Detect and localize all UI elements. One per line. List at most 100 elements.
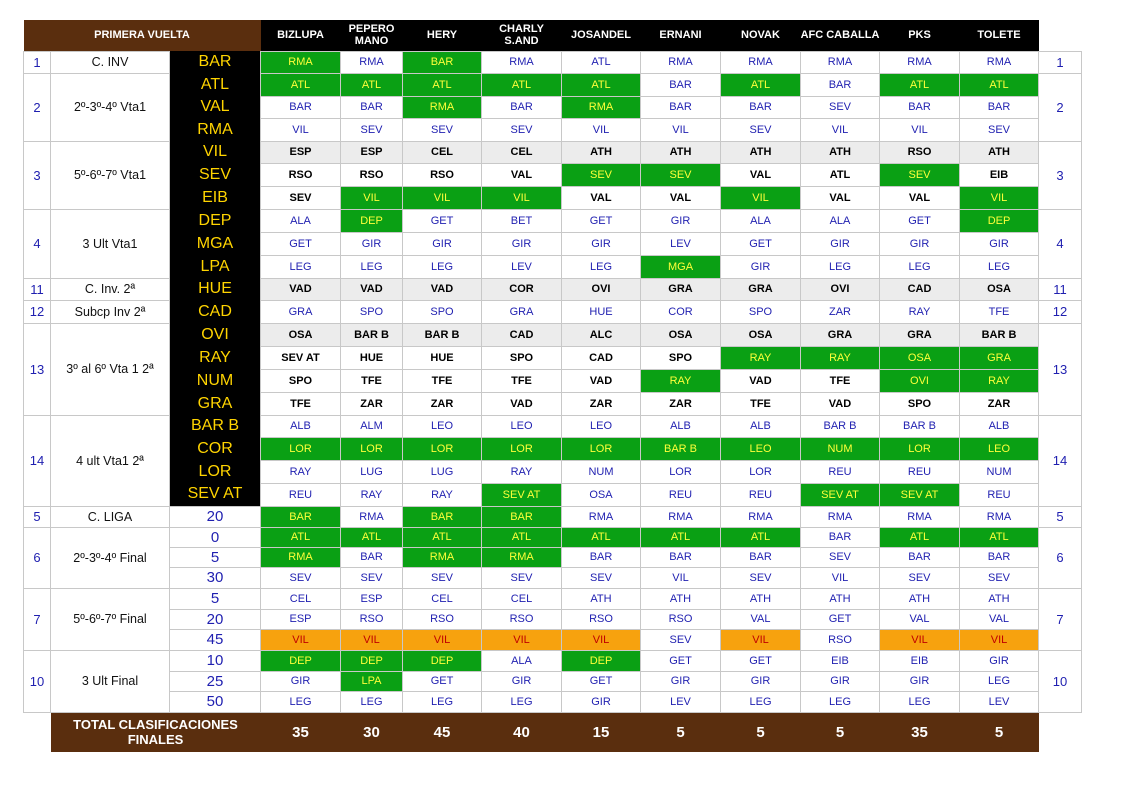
team-code: SEV — [169, 163, 261, 186]
table-row: RMA VIL SEV SEV SEV VIL VIL SEV VIL VIL SEV — [24, 117, 1082, 142]
pick-cell: GET — [720, 231, 801, 256]
pick-cell: LOR — [640, 459, 721, 484]
participant-header: JOSANDEL — [561, 20, 641, 51]
pick-cell: RMA — [879, 505, 960, 528]
pick-cell: SEV AT — [800, 482, 880, 507]
group-name: 3 Ult Final — [50, 649, 170, 713]
pick-cell: RMA — [561, 95, 641, 119]
total-value: 35 — [879, 712, 960, 752]
pick-cell: ALM — [340, 414, 403, 438]
header-row: PRIMERA VUELTA BIZLUPA PEPERO MANO HERY CHAR… — [23, 20, 1082, 51]
pick-cell: ATL — [800, 162, 880, 187]
pick-cell: GRA — [879, 322, 960, 347]
pick-cell: DEP — [959, 208, 1039, 233]
pick-cell: RMA — [260, 546, 341, 568]
table-row: SEV AT REU RAY RAY SEV AT OSA REU REU SEV AT SEV … — [24, 482, 1082, 507]
pick-cell: ALC — [561, 322, 641, 347]
table-row: 7 5º-6º-7º Final 5 CEL ESP CEL CEL ATH ATH ATH ATH… — [23, 587, 1082, 651]
pick-cell: CEL — [260, 587, 341, 610]
pick-cell: ALA — [720, 208, 801, 233]
pick-cell: BAR B — [640, 436, 721, 461]
pick-cell: ALB — [640, 414, 721, 438]
pick-cell: SEV — [561, 162, 641, 187]
pick-cell: SEV — [340, 117, 403, 142]
pick-cell: LEG — [402, 254, 482, 279]
pick-cell: RMA — [720, 505, 801, 528]
pick-cell: TFE — [800, 368, 880, 393]
group-number: 13 — [23, 322, 51, 416]
group-number: 12 — [23, 299, 51, 324]
pick-cell: GRA — [959, 345, 1039, 370]
table-row: 10 3 Ult Final 10 DEP DEP DEP ALA DEP GET GET EIB E… — [23, 649, 1082, 713]
table-row: RAY SEV AT HUE HUE SPO CAD SPO RAY RAY OSA GRA — [24, 345, 1082, 370]
participant-header: CHARLY S.AND — [481, 20, 562, 51]
points-value: 25 — [169, 670, 261, 692]
predictions-table: PRIMERA VUELTA BIZLUPA PEPERO MANO HERY CHAR… — [23, 20, 1082, 752]
table-row: 3 5º-6º-7º Vta1 VIL ESP ESP CEL CEL ATH ATH ATH AT… — [23, 140, 1082, 210]
pick-cell: OVI — [879, 368, 960, 393]
table-row: NUM SPO TFE TFE TFE VAD RAY VAD TFE OVI RAY — [24, 368, 1082, 393]
total-value: 40 — [481, 712, 562, 752]
pick-cell: SEV — [481, 566, 562, 589]
pick-cell: VAL — [720, 162, 801, 187]
pick-cell: LOR — [879, 436, 960, 461]
pick-cell: GRA — [640, 277, 721, 301]
participant-header: NOVAK — [720, 20, 801, 51]
team-code: VIL — [169, 141, 261, 163]
pick-cell: HUE — [340, 345, 403, 370]
pick-cell: GET — [800, 608, 880, 630]
pick-cell: LEG — [959, 254, 1039, 279]
pick-cell: RAY — [340, 482, 403, 507]
table-row: 20 ESP RSO RSO RSO RSO RSO VAL GET VAL VAL — [24, 608, 1082, 630]
pick-cell: RAY — [481, 459, 562, 484]
table-row: 11 C. Inv. 2ª HUE VAD VAD VAD COR OVI GRA GRA OVI C… — [23, 277, 1082, 301]
group-name: Subcp Inv 2ª — [50, 299, 170, 324]
pick-cell: GET — [879, 208, 960, 233]
pick-cell: ATL — [481, 526, 562, 548]
pick-cell: LEG — [402, 690, 482, 713]
pick-cell: REU — [640, 482, 721, 507]
table-row: LPA LEG LEG LEG LEV LEG MGA GIR LEG LEG LEG — [24, 254, 1082, 279]
table-row: GRA TFE ZAR ZAR VAD ZAR ZAR TFE VAD SPO ZAR — [24, 391, 1082, 416]
total-value: 35 — [260, 712, 341, 752]
pick-cell: ATH — [800, 140, 880, 164]
pick-cell: VIL — [800, 566, 880, 589]
pick-cell: VAL — [481, 162, 562, 187]
pick-cell: BET — [481, 208, 562, 233]
team-code: RAY — [169, 346, 261, 369]
pick-cell: RAY — [879, 299, 960, 324]
pick-cell: SEV — [959, 566, 1039, 589]
pick-cell: GET — [561, 670, 641, 692]
points-value: 45 — [169, 628, 261, 651]
pick-cell: VIL — [640, 566, 721, 589]
group-name: 3º al 6º Vta 1 2ª — [50, 322, 170, 416]
pick-cell: ATL — [340, 72, 403, 97]
pick-cell: SEV — [720, 117, 801, 142]
pick-cell: SEV — [481, 117, 562, 142]
pick-cell: NUM — [959, 459, 1039, 484]
pick-cell: RAY — [800, 345, 880, 370]
pick-cell: LEG — [340, 254, 403, 279]
pick-cell: BAR — [402, 50, 482, 74]
table-row: 12 Subcp Inv 2ª CAD GRA SPO SPO GRA HUE COR SPO ZA… — [23, 299, 1082, 324]
group-number-right: 5 — [1038, 505, 1082, 528]
pick-cell: LEG — [260, 690, 341, 713]
pick-cell: RSO — [640, 608, 721, 630]
pick-cell: OSA — [879, 345, 960, 370]
pick-cell: VAD — [340, 277, 403, 301]
pick-cell: OSA — [260, 322, 341, 347]
pick-cell: SEV AT — [879, 482, 960, 507]
pick-cell: LEG — [340, 690, 403, 713]
total-value: 30 — [340, 712, 403, 752]
table-row: 25 GIR LPA GET GIR GET GIR GIR GIR GIR LEG — [24, 670, 1082, 692]
pick-cell: EIB — [879, 649, 960, 672]
pick-cell: TFE — [481, 368, 562, 393]
pick-cell: ATL — [260, 72, 341, 97]
pick-cell: GIR — [260, 670, 341, 692]
pick-cell: RAY — [260, 459, 341, 484]
pick-cell: SEV — [561, 566, 641, 589]
pick-cell: BAR — [640, 546, 721, 568]
pick-cell: LEO — [561, 414, 641, 438]
pick-cell: OSA — [561, 482, 641, 507]
pick-cell: LOR — [561, 436, 641, 461]
